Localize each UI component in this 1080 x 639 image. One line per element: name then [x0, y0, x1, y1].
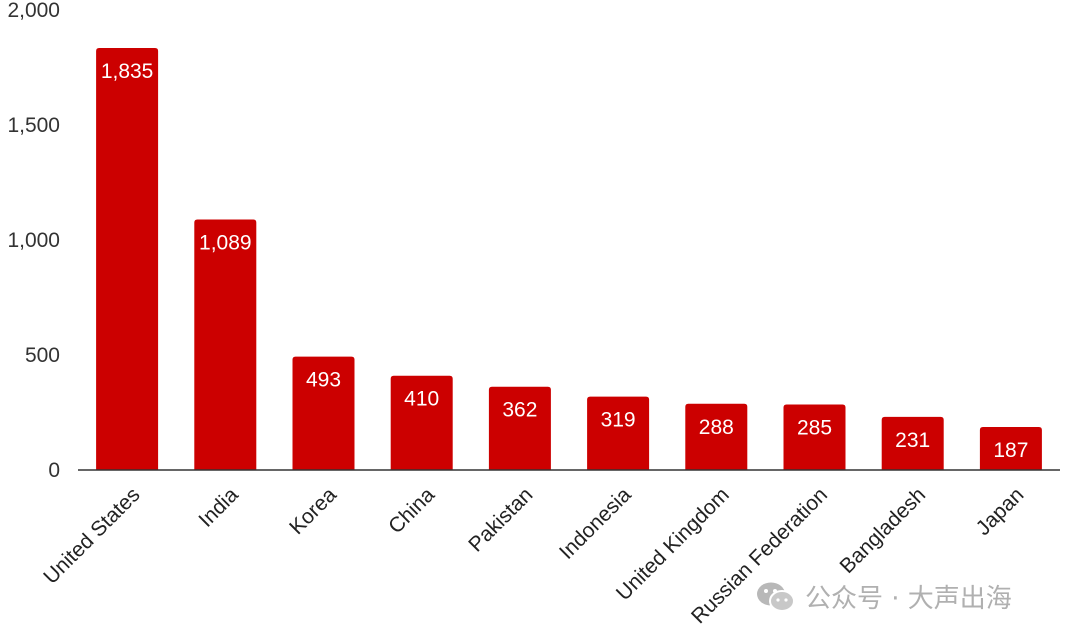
bar-value-label: 285 — [797, 416, 832, 439]
bar-value-label: 1,835 — [101, 60, 154, 83]
bar — [96, 47, 159, 470]
bar — [390, 375, 453, 470]
y-tick-label: 2,000 — [7, 0, 60, 22]
bar-value-label: 288 — [699, 416, 734, 439]
bar-value-label: 187 — [993, 439, 1028, 462]
bar — [685, 403, 748, 470]
x-tick-label: India — [194, 483, 243, 532]
bar-value-label: 1,089 — [199, 232, 252, 255]
bar-value-label: 362 — [502, 399, 537, 422]
y-tick-label: 500 — [25, 344, 60, 367]
bars: 1,835 1,089 493 410 362 319 288 285 231 187 — [96, 47, 1042, 470]
bar — [488, 386, 551, 470]
watermark-text: 公众号 · 大声出海 — [805, 584, 1012, 614]
x-tick-label: United States — [39, 483, 144, 588]
y-tick-label: 1,000 — [7, 229, 60, 252]
bar-value-label: 319 — [601, 409, 636, 432]
wechat-icon — [757, 582, 795, 612]
watermark: 公众号 · 大声出海 — [755, 578, 1012, 615]
y-axis-ticks: 0 500 1,000 1,500 2,000 — [7, 0, 60, 482]
x-tick-label: Korea — [285, 483, 341, 539]
bar — [783, 404, 846, 470]
bar-value-label: 231 — [895, 429, 930, 452]
bar — [881, 416, 944, 470]
bar — [979, 426, 1042, 470]
x-tick-label: Japan — [972, 483, 1029, 540]
x-tick-label: Pakistan — [464, 483, 537, 556]
bar — [587, 396, 650, 470]
bar-value-label: 493 — [306, 369, 341, 392]
bar — [292, 356, 355, 470]
bar — [194, 219, 257, 470]
x-tick-label: Indonesia — [555, 483, 636, 564]
x-tick-label: Bangladesh — [836, 483, 931, 578]
y-tick-label: 0 — [48, 459, 60, 482]
y-tick-label: 1,500 — [7, 114, 60, 137]
x-tick-label: China — [384, 483, 439, 538]
bar-value-label: 410 — [404, 388, 439, 411]
